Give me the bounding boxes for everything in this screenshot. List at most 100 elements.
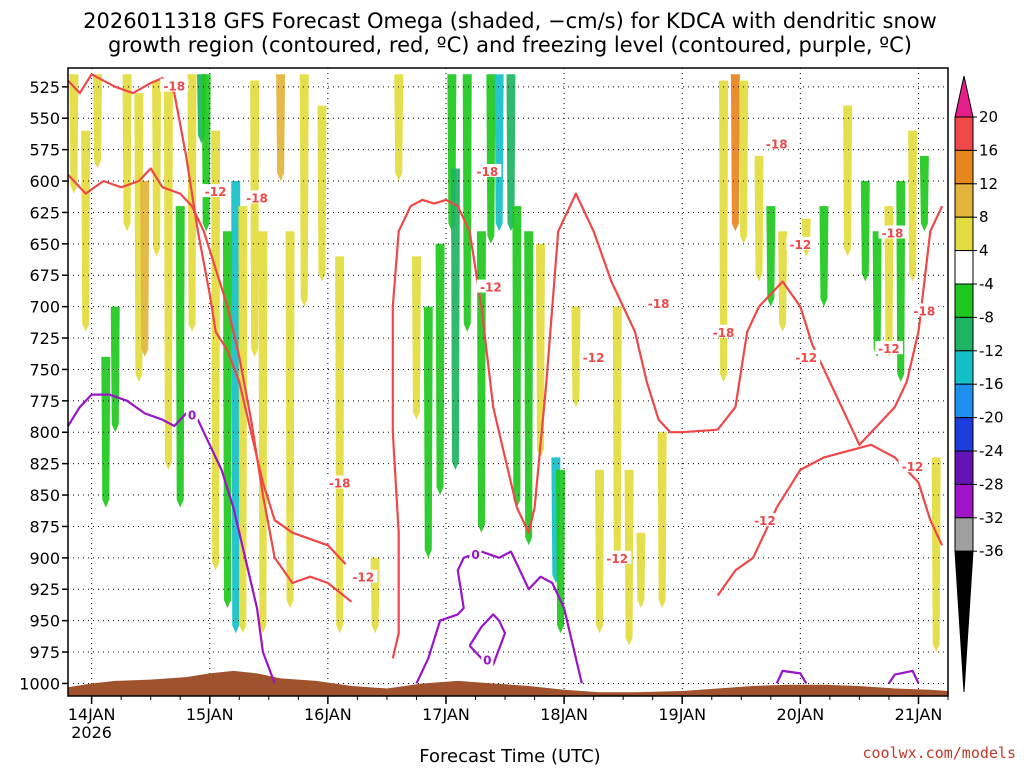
x-tick-label: 19JAN — [658, 705, 706, 724]
contour-label: -12 — [902, 460, 924, 474]
omega-shade-streak — [819, 206, 829, 307]
contour-label-bg — [878, 225, 907, 239]
omega-shade-streak — [657, 432, 667, 609]
contour-label: -18 — [329, 476, 351, 490]
omega-shade-streak — [636, 532, 646, 609]
omega-shade-streak — [394, 74, 404, 182]
contour-label: -12 — [878, 342, 900, 356]
omega-shade-streak — [931, 457, 941, 653]
y-tick-label: 850 — [29, 486, 60, 505]
contour-label-bg — [325, 475, 354, 489]
contour-label-bg — [186, 407, 199, 421]
y-tick-label: 575 — [29, 141, 60, 160]
omega-shade-streak — [884, 206, 894, 357]
x-tick-label: 14JAN — [68, 705, 116, 724]
freezing-level-contour-line — [887, 669, 920, 685]
freezing-level-contour-line — [415, 550, 583, 684]
omega-shade-streak — [535, 243, 545, 458]
dgz-contour-line — [716, 443, 944, 597]
plot-border — [67, 67, 949, 697]
omega-shade-streak — [908, 130, 918, 282]
y-tick-label: 950 — [29, 612, 60, 631]
contour-label: -18 — [766, 137, 788, 151]
omega-shade-streak — [595, 469, 605, 634]
colorbar-bin — [954, 450, 974, 485]
terrain-fill — [68, 670, 948, 696]
contour-label: -12 — [352, 571, 374, 585]
x-tick-label: 18JAN — [540, 705, 588, 724]
contour-label-bg — [476, 279, 505, 293]
contour-label: 0 — [471, 548, 479, 562]
contour-label: -18 — [914, 304, 936, 318]
omega-shade-streak — [81, 130, 91, 332]
x-tick-label: 15JAN — [186, 705, 234, 724]
dgz-contour-line — [391, 198, 518, 659]
omega-shade-streak — [860, 181, 870, 282]
contour-label-bg — [579, 349, 608, 363]
omega-shade-streak — [110, 306, 120, 433]
omega-shade-streak — [231, 181, 241, 634]
omega-shade-streak — [335, 256, 345, 634]
colorbar-bin — [954, 383, 974, 419]
omega-shade-streak — [766, 206, 776, 307]
terrain-layer — [68, 670, 948, 696]
y-tick-label: 725 — [29, 329, 60, 348]
x-axis-title: Forecast Time (UTC) — [419, 746, 600, 767]
y-tick-label: 600 — [29, 172, 60, 191]
omega-shade-streak — [462, 74, 472, 332]
contour-label: 0 — [188, 409, 196, 423]
contour-label-bg — [160, 78, 189, 92]
omega-shade-streak — [919, 155, 929, 232]
contour-label: -18 — [476, 165, 498, 179]
colorbar-label: 20 — [979, 108, 998, 126]
contour-label: -18 — [713, 326, 735, 340]
omega-shade-streak — [450, 168, 460, 470]
y-axis: 525 550 575 600 625 650 675 700 725 750 775 800 825 8… — [19, 78, 68, 693]
contour-label: -12 — [205, 185, 227, 199]
omega-shade-streak — [69, 74, 79, 194]
y-tick-label: 700 — [29, 298, 60, 317]
omega-shade-streak — [140, 181, 150, 357]
contour-label: -18 — [246, 191, 268, 205]
omega-shade-streak — [258, 231, 268, 634]
colorbar-label: 12 — [979, 175, 998, 193]
contour-label: -18 — [882, 227, 904, 241]
omega-shade-streak — [476, 231, 486, 533]
omega-shade-streak — [299, 74, 309, 307]
omega-shade-streak — [370, 557, 380, 634]
colorbar-top-arrow — [954, 75, 974, 118]
y-tick-label: 525 — [29, 78, 60, 97]
grid-layer — [68, 68, 948, 696]
omega-shade-streak — [93, 74, 103, 169]
x-tick-label: 16JAN — [304, 705, 352, 724]
omega-shade-streak — [175, 206, 185, 508]
colorbar-bin — [954, 316, 974, 352]
omega-shade-streak — [754, 155, 764, 282]
y-tick-label: 825 — [29, 455, 60, 474]
contour-label-bg — [603, 550, 632, 564]
contour-label: -12 — [606, 552, 628, 566]
omega-shade-streak — [276, 74, 286, 182]
omega-shade-streak — [152, 80, 162, 257]
contour-label-bg — [242, 190, 271, 204]
colorbar-label: 8 — [979, 208, 989, 226]
contour-label-bg — [473, 163, 502, 177]
credit-text: coolwx.com/models — [862, 744, 1016, 762]
omega-shade-streak — [250, 80, 260, 357]
contour-label-bg — [910, 303, 939, 317]
colorbar-bin — [954, 483, 974, 519]
contour-label-bg — [201, 184, 230, 198]
colorbar-label: -32 — [979, 509, 1004, 527]
colorbar-label: -4 — [979, 275, 994, 293]
omega-shade-streak — [122, 74, 132, 232]
x-tick-label: 17JAN — [422, 705, 470, 724]
contour-label: -12 — [583, 351, 605, 365]
omega-shade-streak — [556, 469, 566, 634]
contour-label: -12 — [790, 238, 812, 252]
contour-label-layer: -18 -12 -18 -18 -12 -18 -12 -12 -12 -18 -18 -18 -12 -… — [160, 78, 939, 668]
y-tick-label: 625 — [29, 203, 60, 222]
colorbar-bin — [954, 250, 974, 285]
colorbar-bin — [954, 283, 974, 318]
y-tick-label: 900 — [29, 549, 60, 568]
omega-shade-streak — [506, 74, 516, 232]
